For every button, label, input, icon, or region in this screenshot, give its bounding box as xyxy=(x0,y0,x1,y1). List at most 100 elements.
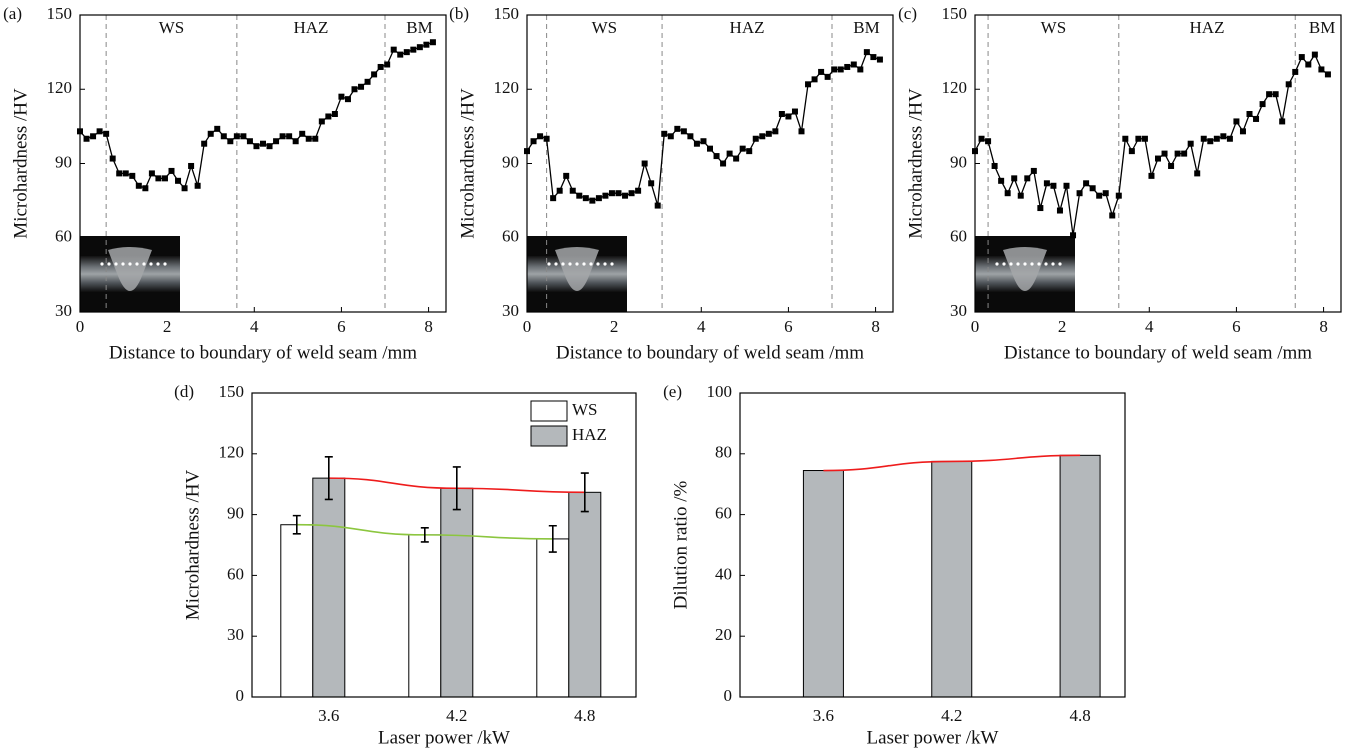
bar xyxy=(931,460,973,698)
inset-dot xyxy=(1030,262,1034,266)
x-tick-label: 4 xyxy=(1145,317,1154,336)
inset-dot xyxy=(995,262,999,266)
data-point xyxy=(371,71,378,78)
inset-dot xyxy=(1009,262,1013,266)
x-tick-label: 4.8 xyxy=(1069,706,1090,725)
data-point xyxy=(181,185,188,192)
inset-dot xyxy=(589,262,593,266)
region-label: WS xyxy=(159,18,185,37)
data-point xyxy=(1318,66,1325,73)
bar xyxy=(440,487,474,698)
data-point xyxy=(279,133,286,140)
inset-dot xyxy=(554,262,558,266)
data-point xyxy=(410,46,417,53)
x-tick-label: 4.8 xyxy=(574,706,595,725)
data-point xyxy=(1213,135,1220,142)
data-point xyxy=(805,81,812,88)
data-point xyxy=(998,177,1005,184)
data-point xyxy=(818,68,825,75)
x-axis-title: Laser power /kW xyxy=(867,727,999,748)
data-point xyxy=(1226,135,1233,142)
x-axis-title: Distance to boundary of weld seam /mm xyxy=(1004,342,1312,363)
y-tick-label: 150 xyxy=(47,4,73,23)
data-point xyxy=(1207,138,1214,145)
data-point xyxy=(563,172,570,179)
x-tick-label: 3.6 xyxy=(813,706,834,725)
y-tick-label: 120 xyxy=(494,78,520,97)
data-point xyxy=(220,133,227,140)
data-point xyxy=(1076,190,1083,197)
data-point xyxy=(1161,150,1168,157)
data-point xyxy=(850,61,857,68)
x-axis-title: Distance to boundary of weld seam /mm xyxy=(556,342,864,363)
data-point xyxy=(530,138,537,145)
bar xyxy=(536,538,570,698)
error-bar xyxy=(548,524,557,553)
data-point xyxy=(260,140,266,147)
y-tick-label: 80 xyxy=(715,443,732,462)
inset-weld xyxy=(555,247,599,291)
data-point xyxy=(1102,190,1109,197)
data-point xyxy=(1220,133,1227,140)
data-point xyxy=(739,145,746,152)
data-point xyxy=(1056,207,1063,214)
panel-label: (d) xyxy=(174,382,194,401)
error-bar xyxy=(324,456,333,501)
data-point xyxy=(416,44,423,51)
y-tick-label: 120 xyxy=(219,443,245,462)
y-tick-label: 150 xyxy=(219,382,245,401)
y-axis-title: Dilution ratio /% xyxy=(670,480,691,609)
y-tick-label: 100 xyxy=(707,382,733,401)
data-point xyxy=(1266,91,1273,98)
data-point xyxy=(351,86,358,93)
x-tick-label: 6 xyxy=(784,317,793,336)
data-point xyxy=(713,153,720,160)
data-point xyxy=(194,182,201,189)
data-point xyxy=(1305,61,1312,68)
data-point xyxy=(752,135,759,142)
data-line xyxy=(974,53,1329,236)
data-point xyxy=(318,118,325,125)
data-point xyxy=(589,197,596,204)
data-point xyxy=(240,133,247,140)
inset-dot xyxy=(575,262,579,266)
data-point xyxy=(1285,81,1292,88)
data-point xyxy=(358,83,365,90)
data-point xyxy=(550,195,557,202)
data-point xyxy=(266,143,273,150)
data-point xyxy=(1017,192,1024,199)
data-point xyxy=(1011,175,1018,182)
data-point xyxy=(824,73,831,80)
y-tick-label: 90 xyxy=(950,152,967,171)
inset-weld xyxy=(108,247,152,291)
x-tick-label: 8 xyxy=(871,317,880,336)
inset-dot xyxy=(149,262,153,266)
data-point xyxy=(1135,135,1142,142)
x-tick-label: 2 xyxy=(163,317,172,336)
data-point xyxy=(707,145,713,152)
data-point xyxy=(1070,232,1077,239)
data-point xyxy=(1128,148,1135,155)
inset-dot xyxy=(1037,262,1041,266)
data-point xyxy=(1168,162,1175,169)
bar xyxy=(312,477,346,698)
data-point xyxy=(700,138,707,145)
y-axis-title: Microhardness /HV xyxy=(182,470,203,621)
data-point xyxy=(576,192,583,199)
data-point xyxy=(305,135,312,142)
data-point xyxy=(1024,175,1031,182)
y-tick-label: 20 xyxy=(715,625,732,644)
data-point xyxy=(103,130,110,137)
data-point xyxy=(83,135,90,142)
inset-dot xyxy=(610,262,614,266)
inset-dot xyxy=(156,262,160,266)
inset-dot xyxy=(568,262,572,266)
bar xyxy=(408,534,442,698)
data-point xyxy=(1324,71,1331,78)
y-axis-title: Microhardness /HV xyxy=(457,88,478,239)
x-tick-label: 4.2 xyxy=(446,706,467,725)
data-point xyxy=(1043,180,1050,187)
y-tick-label: 120 xyxy=(47,78,73,97)
inset-dot xyxy=(128,262,132,266)
